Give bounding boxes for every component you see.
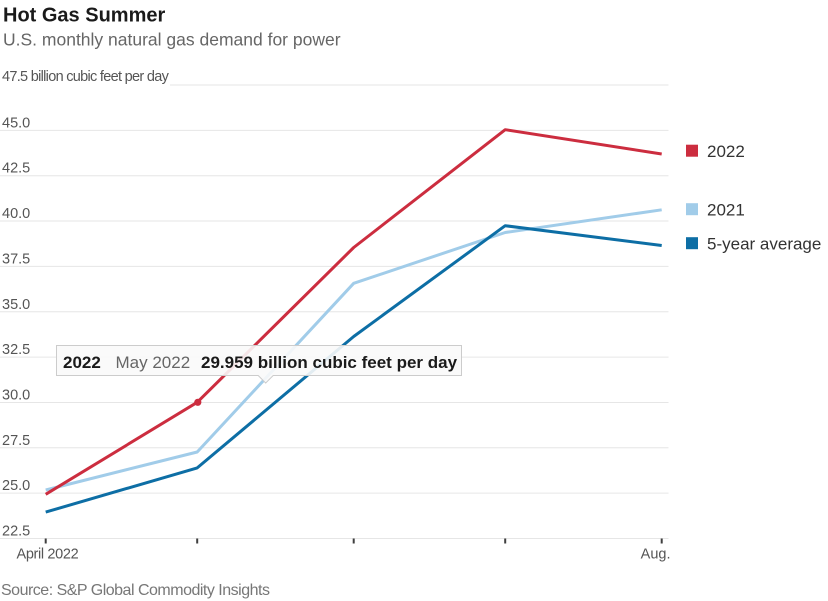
- svg-text:May 2022: May 2022: [116, 353, 191, 372]
- svg-text:32.5: 32.5: [2, 342, 30, 358]
- svg-text:42.5: 42.5: [2, 161, 30, 177]
- svg-text:47.5 billion cubic feet per da: 47.5 billion cubic feet per day: [2, 69, 170, 85]
- svg-text:2021: 2021: [707, 200, 745, 219]
- svg-text:5-year average: 5-year average: [707, 234, 821, 253]
- svg-text:30.0: 30.0: [2, 387, 30, 403]
- svg-text:Hot Gas Summer: Hot Gas Summer: [3, 5, 165, 27]
- svg-text:2022: 2022: [707, 142, 745, 161]
- svg-text:Aug.: Aug.: [641, 547, 671, 563]
- svg-text:27.5: 27.5: [2, 433, 30, 449]
- svg-text:37.5: 37.5: [2, 251, 30, 267]
- svg-text:Source: S&P Global Commodity I: Source: S&P Global Commodity Insights: [1, 582, 270, 599]
- svg-text:22.5: 22.5: [2, 524, 30, 540]
- svg-text:U.S. monthly natural gas deman: U.S. monthly natural gas demand for powe…: [3, 29, 341, 49]
- svg-text:April 2022: April 2022: [17, 547, 79, 563]
- svg-text:2022: 2022: [63, 353, 101, 372]
- svg-text:40.0: 40.0: [2, 206, 30, 222]
- svg-text:25.0: 25.0: [2, 478, 30, 494]
- svg-text:35.0: 35.0: [2, 297, 30, 313]
- svg-text:45.0: 45.0: [2, 115, 30, 131]
- svg-text:29.959 billion cubic feet per: 29.959 billion cubic feet per day: [201, 353, 458, 372]
